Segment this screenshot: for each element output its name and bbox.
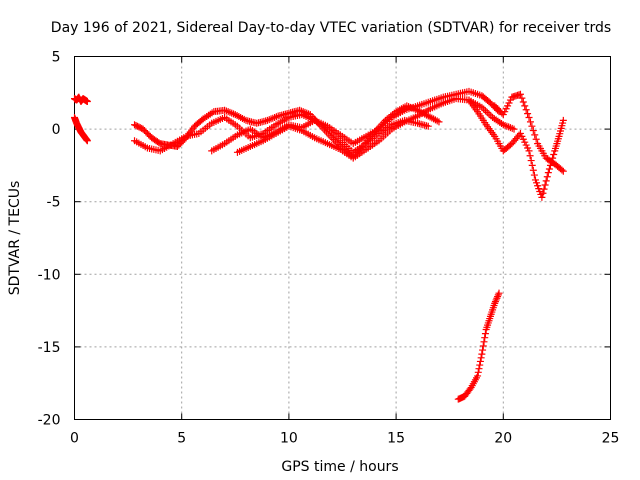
data-point xyxy=(532,135,540,143)
data-point xyxy=(558,166,566,174)
y-tick-label: -15 xyxy=(38,340,61,356)
series-8 xyxy=(491,90,567,175)
tick-labels: 0 5 10 15 20 25 5 0 -5 -10 -15 -20 xyxy=(38,50,620,447)
data-point xyxy=(539,189,547,197)
series-5 xyxy=(208,87,503,155)
series-9 xyxy=(454,289,503,403)
data-point xyxy=(525,113,533,121)
data-point xyxy=(516,90,524,98)
data-point xyxy=(525,147,533,155)
data-point xyxy=(526,152,534,160)
data-point xyxy=(491,298,499,306)
x-tick-label: 10 xyxy=(280,431,298,447)
data-point xyxy=(494,291,502,299)
data-point xyxy=(538,193,546,201)
data-point xyxy=(424,122,432,130)
data-point xyxy=(476,361,484,369)
x-tick-label: 20 xyxy=(494,431,512,447)
data-point xyxy=(522,106,530,114)
series-7 xyxy=(465,96,567,201)
data-point xyxy=(491,299,499,307)
data-point xyxy=(518,94,526,102)
x-tick-label: 15 xyxy=(387,431,405,447)
data-point xyxy=(480,338,488,346)
data-point xyxy=(545,165,553,173)
data-point xyxy=(474,368,482,376)
data-point xyxy=(479,346,487,354)
plot-frame xyxy=(74,56,611,420)
data-point xyxy=(559,167,567,175)
data-point xyxy=(476,357,484,365)
data-point xyxy=(493,294,501,302)
chart-title: Day 196 of 2021, Sidereal Day-to-day VTE… xyxy=(51,20,611,36)
data-point xyxy=(474,372,482,380)
data-point xyxy=(475,365,483,373)
data-point xyxy=(542,177,550,185)
data-marks xyxy=(71,87,567,403)
x-tick-label: 0 xyxy=(70,431,79,447)
data-point xyxy=(435,118,443,126)
data-point xyxy=(530,171,538,179)
series-6 xyxy=(233,95,518,162)
y-tick-label: -5 xyxy=(47,195,61,211)
data-point xyxy=(492,296,500,304)
data-point xyxy=(478,350,486,358)
data-point xyxy=(550,151,558,159)
axis-ticks xyxy=(74,56,611,420)
data-point xyxy=(479,342,487,350)
y-tick-label: -10 xyxy=(38,267,61,283)
data-point xyxy=(519,98,527,106)
data-point xyxy=(543,173,551,181)
data-point xyxy=(83,98,91,106)
data-point xyxy=(483,108,491,116)
data-point xyxy=(521,102,529,110)
x-tick-label: 5 xyxy=(177,431,186,447)
y-axis-label: SDTVAR / TECUs xyxy=(7,181,23,296)
data-point xyxy=(510,125,518,133)
data-point xyxy=(528,161,536,169)
y-tick-label: 5 xyxy=(52,50,61,66)
x-tick-label: 25 xyxy=(602,431,620,447)
data-point xyxy=(494,293,502,301)
data-point xyxy=(83,137,91,145)
y-tick-label: 0 xyxy=(52,122,61,138)
data-point xyxy=(481,107,489,115)
grid xyxy=(74,56,611,420)
data-point xyxy=(477,354,485,362)
data-point xyxy=(559,116,567,124)
series-1 xyxy=(71,93,91,106)
series-2 xyxy=(71,113,91,145)
data-point xyxy=(526,118,534,126)
y-tick-label: -20 xyxy=(38,413,61,429)
data-point xyxy=(485,110,493,118)
data-point xyxy=(541,181,549,189)
data-point xyxy=(544,169,552,177)
data-point xyxy=(481,334,489,342)
data-point xyxy=(495,289,503,297)
data-point xyxy=(531,131,539,139)
x-axis-label: GPS time / hours xyxy=(281,459,398,475)
data-point xyxy=(527,157,535,165)
data-point xyxy=(529,166,537,174)
data-point xyxy=(540,185,548,193)
data-point xyxy=(529,127,537,135)
data-point xyxy=(528,122,536,130)
data-point xyxy=(481,330,489,338)
data-point xyxy=(524,110,532,118)
